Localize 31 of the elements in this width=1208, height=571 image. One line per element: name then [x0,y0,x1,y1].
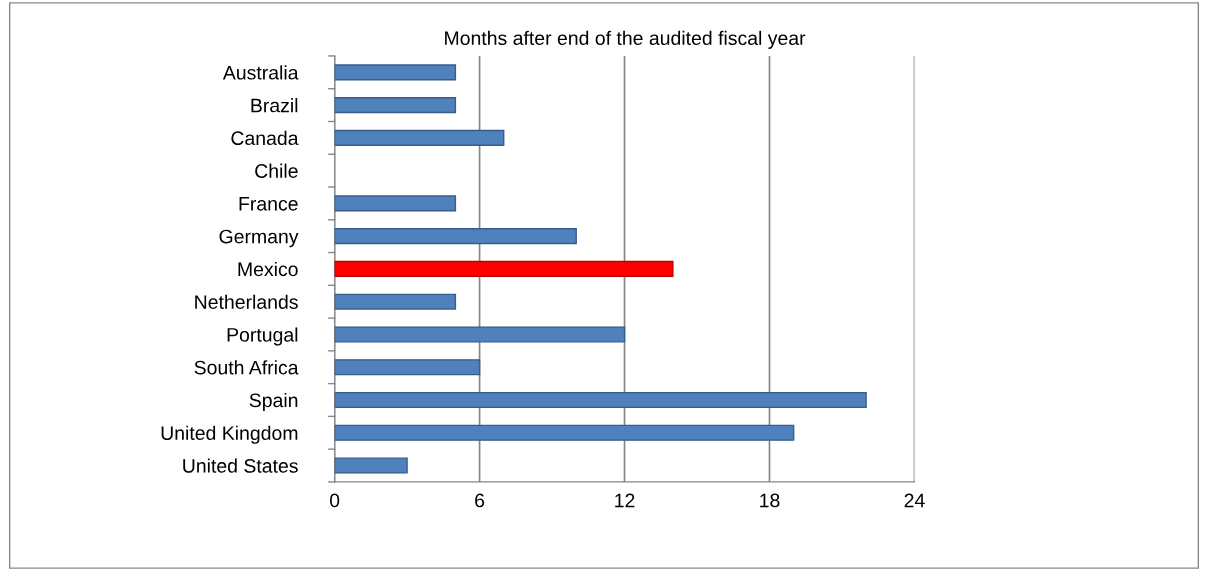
y-tick-label: Netherlands [195,294,298,309]
y-tick-label: United States [183,458,298,473]
y-tick-label: Chile [255,163,298,178]
bar [334,391,867,409]
chart-title: Months after end of the audited fiscal year [445,30,806,49]
x-tick-label: 12 [615,493,635,508]
x-tick-label: 0 [329,493,340,508]
y-tick-label: United Kingdom [161,425,298,444]
bar [334,424,795,441]
bar [334,129,505,146]
bar [334,97,457,114]
y-tick-label: Mexico [238,261,298,277]
bar [334,457,408,474]
bar [334,64,457,81]
y-tick-label: Canada [231,130,299,146]
y-tick-label: Germany [219,229,299,248]
bar [334,195,457,212]
y-tick-label: South Africa [194,360,299,375]
x-tick-label: 24 [904,493,925,508]
bar [334,326,626,343]
bar [334,293,457,310]
bar [334,260,674,278]
y-tick-label: Australia [222,65,299,80]
x-tick-label: 6 [475,493,485,508]
y-tick-label: Portugal [227,327,298,346]
bar [334,228,577,245]
bar [334,359,481,376]
y-tick-label: Brazil [251,98,298,113]
x-tick-label: 18 [760,493,780,508]
y-tick-label: Spain [249,392,298,412]
y-tick-label: France [239,197,298,211]
